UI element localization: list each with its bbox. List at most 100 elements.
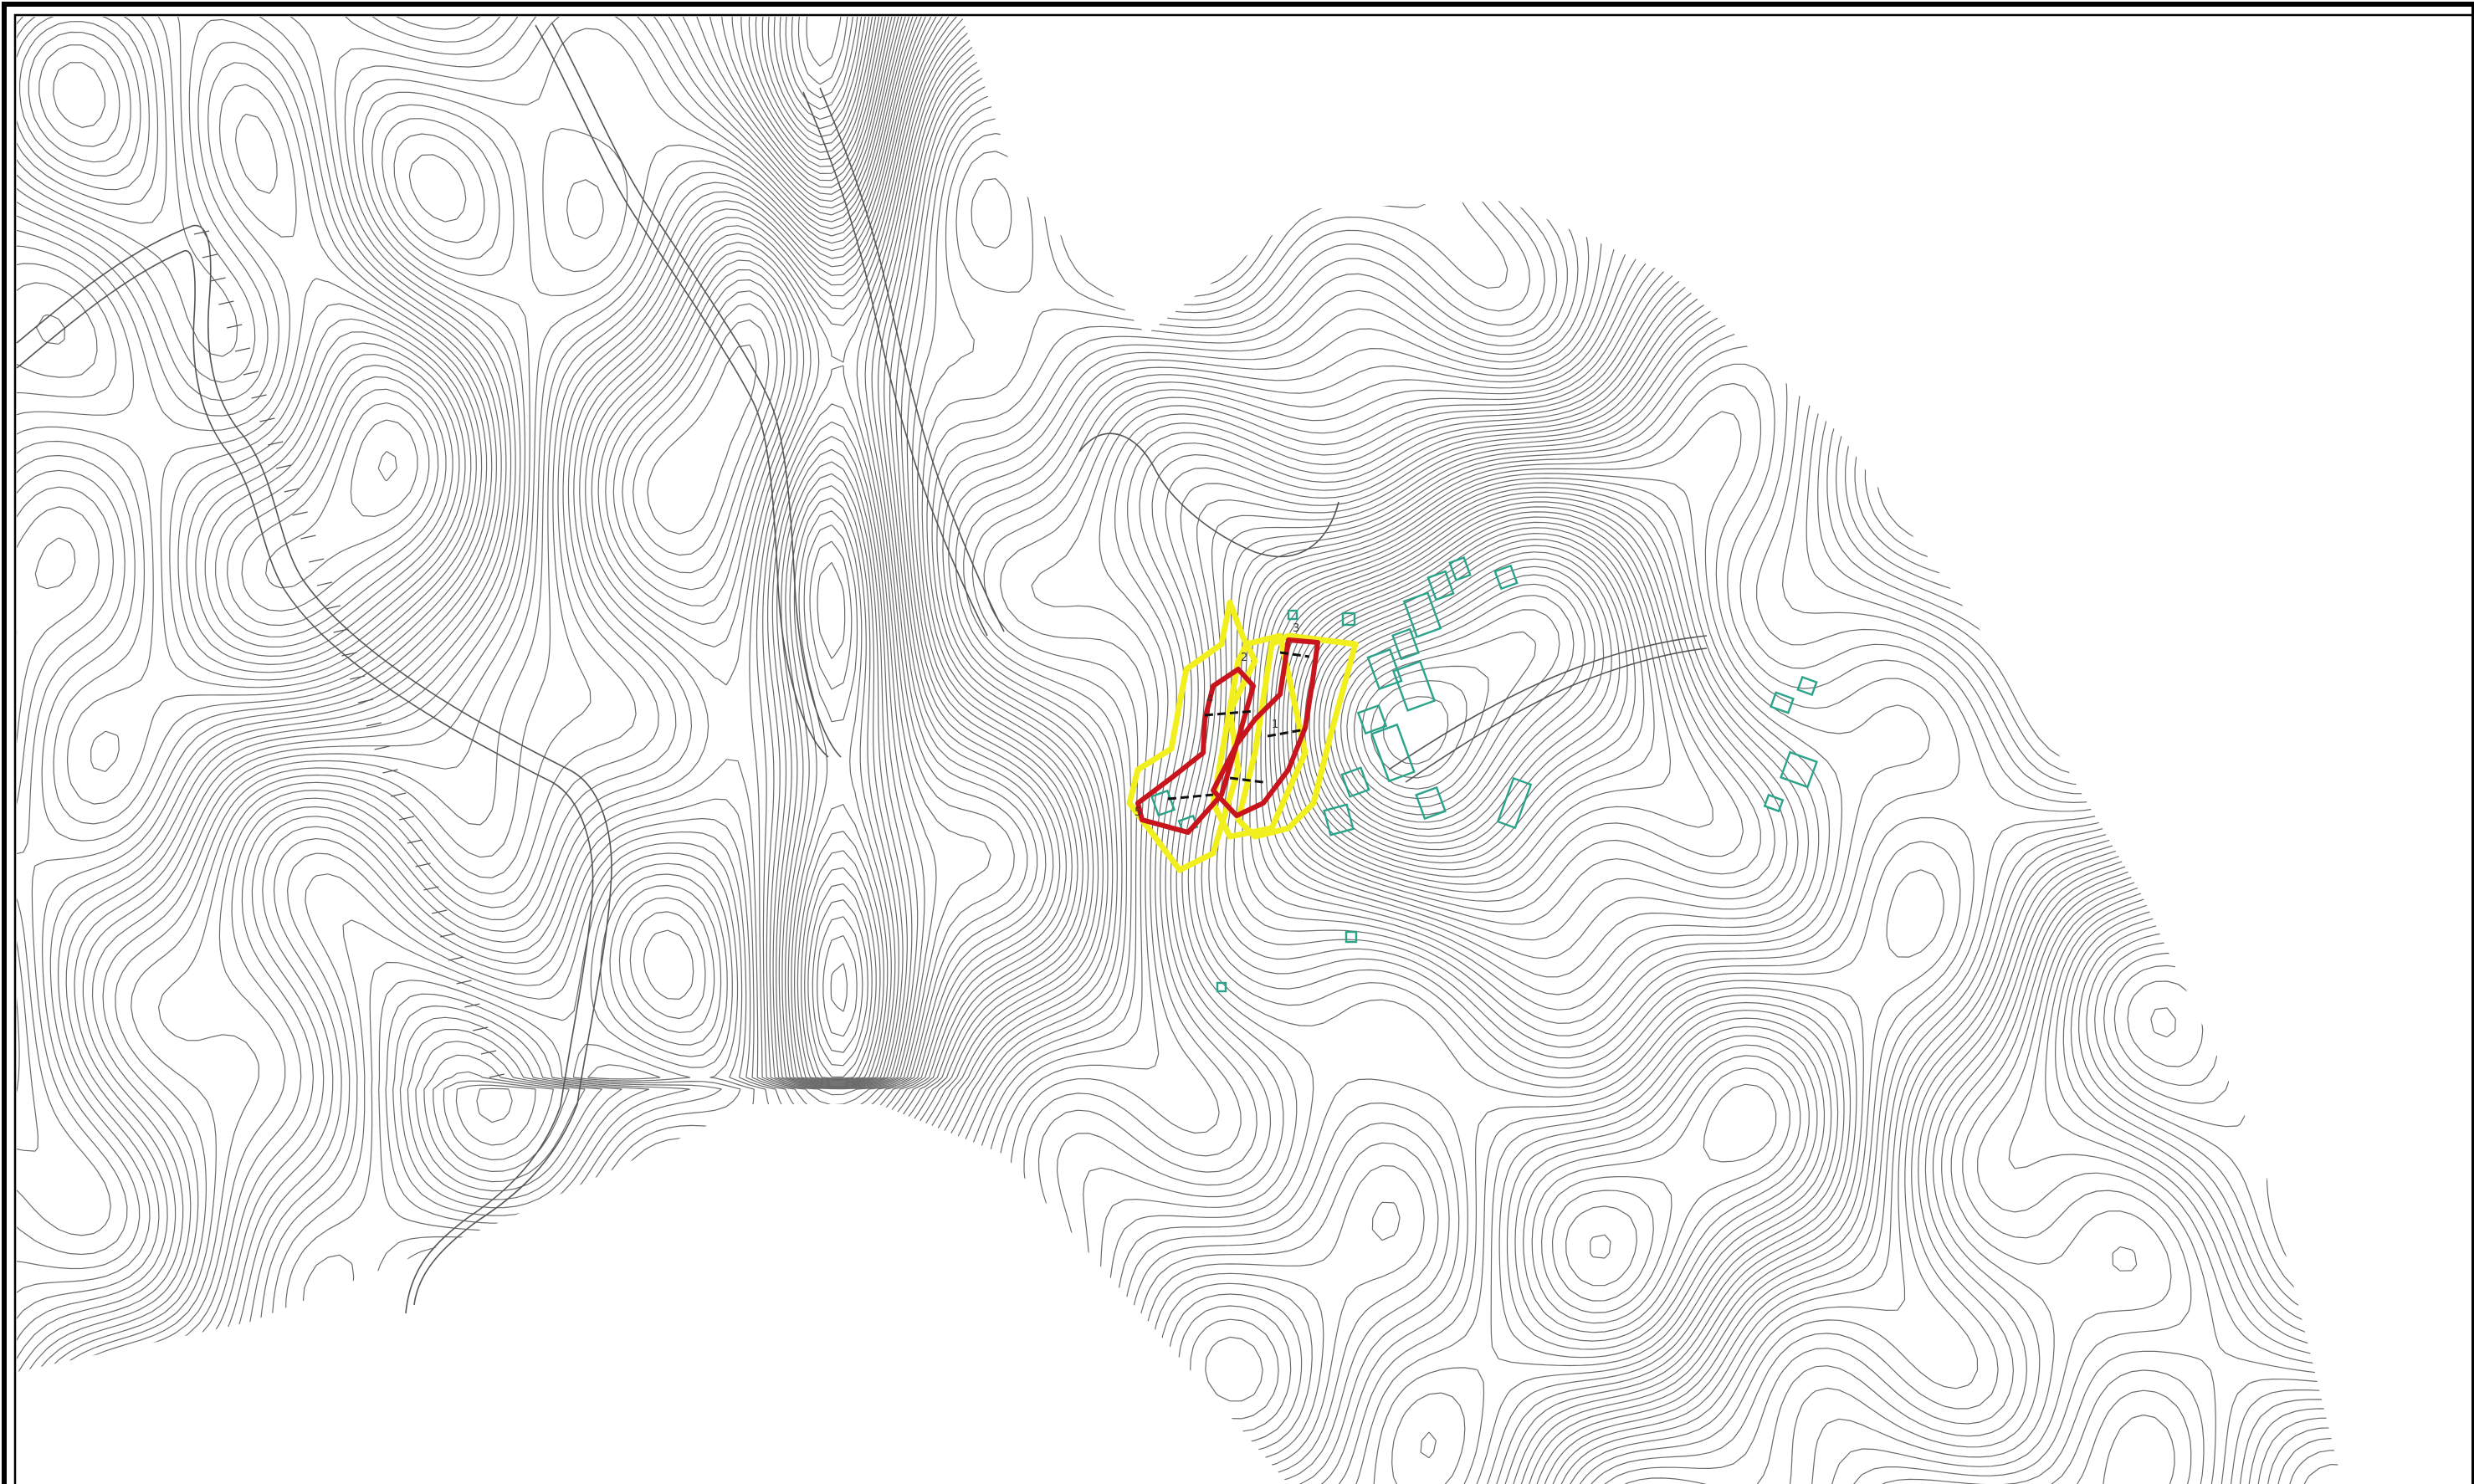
contour-line: [17, 17, 947, 1426]
red-boundary-east: [1211, 637, 1320, 818]
planning-boundaries: [1126, 599, 1359, 873]
contour-line: [1334, 573, 2343, 1290]
contour-line: [36, 17, 883, 665]
contour-line: [937, 17, 2343, 1484]
contour-line: [1370, 680, 1467, 779]
road-wall-tick: [480, 1050, 497, 1055]
contour-line: [17, 17, 897, 1118]
road-wall-tick: [193, 230, 210, 235]
contour-line: [1361, 665, 2343, 1154]
parcel-label-3: 3: [1293, 622, 1299, 635]
yellow-boundary-mid: [1210, 632, 1309, 840]
road-wall-tick: [227, 324, 243, 329]
contour-line: [443, 17, 1590, 1484]
contour-line: [1353, 631, 2343, 1174]
road-valley-edge-b: [819, 87, 1005, 632]
road-wall-tick: [432, 909, 448, 914]
contour-line: [17, 17, 889, 1042]
road-network: [16, 23, 1708, 1314]
road-wall-tick: [275, 464, 292, 469]
building-footprint: [1356, 704, 1388, 735]
contour-line: [17, 17, 955, 1441]
parcel-labels: 1 2 3 4 5: [1135, 622, 1299, 819]
road-wall-tick: [210, 277, 226, 282]
contour-line: [23, 17, 1214, 1484]
road-wall-tick: [382, 769, 398, 774]
contour-line: [195, 17, 879, 657]
building-footprint: [1763, 793, 1785, 813]
road-wall-tick: [350, 675, 366, 680]
contour-line: [241, 17, 864, 612]
building-footprint: [1493, 564, 1519, 591]
road-west-edge-b: [16, 250, 594, 1314]
contour-line: [1295, 422, 2343, 1484]
contour-line: [1323, 537, 2343, 1318]
road-wall-tick: [341, 652, 357, 657]
road-wall-tick: [423, 886, 439, 891]
road-east-access-b: [1405, 647, 1708, 783]
road-wall-tick: [292, 511, 308, 516]
contour-line: [265, 17, 860, 589]
contour-line: [17, 17, 911, 1270]
road-wall-tick: [300, 535, 316, 540]
contour-line: [1278, 66, 2343, 1484]
contour-line: [1190, 17, 2343, 1484]
road-wall-tick: [415, 862, 431, 867]
contour-line: [1286, 228, 2343, 1484]
road-wall-tick: [473, 1026, 489, 1031]
contour-line: [986, 17, 2343, 1484]
road-wall-tick: [234, 347, 251, 352]
contour-line: [1269, 23, 2343, 1484]
building-footprint: [1340, 766, 1370, 798]
building-footprint: [1323, 803, 1355, 837]
contour-line: [1314, 505, 2343, 1339]
building-footprint: [1496, 776, 1533, 830]
building-footprint: [1770, 691, 1795, 714]
section-lines: [1167, 651, 1310, 801]
parcel-label-2: 2: [1241, 652, 1247, 664]
road-wall-tick: [357, 699, 374, 704]
building-footprint: [1448, 556, 1472, 581]
road-wall-tick: [333, 628, 349, 633]
road-wall-tick: [309, 558, 325, 563]
contour-line: [17, 17, 920, 1348]
contour-line: [455, 17, 1602, 1484]
building-footprint: [1780, 750, 1818, 789]
building-footprint: [1150, 789, 1176, 817]
building-footprint: [1370, 723, 1416, 783]
contour-line: [17, 17, 971, 1467]
contour-line: [1346, 609, 2343, 1189]
contour-line: [17, 17, 935, 1402]
road-wall-tick: [398, 816, 415, 821]
drawing-frame-inner: [13, 13, 2474, 1484]
contour-line: [204, 17, 876, 647]
contour-line: [17, 17, 962, 1455]
contour-line: [17, 17, 941, 1415]
road-wall-tick: [464, 1003, 480, 1008]
contour-line: [1028, 17, 2343, 1484]
road-wall-tick: [407, 839, 423, 844]
road-wall-tick: [243, 371, 259, 376]
road-wall-tick: [268, 441, 284, 446]
red-boundary-west: [1135, 667, 1256, 835]
building-footprint: [1796, 675, 1818, 697]
contour-line: [1329, 554, 2343, 1305]
road-west-edge-a: [16, 224, 612, 1306]
contour-line: [17, 17, 925, 1370]
building-footprint: [1366, 647, 1403, 691]
building-footprint: [1391, 660, 1437, 712]
contour-line: [1382, 696, 1449, 765]
contour-line: [1309, 489, 2343, 1484]
building-footprint: [1345, 930, 1358, 944]
road-loop: [1078, 432, 1339, 557]
contour-line: [227, 17, 868, 627]
road-wall-tick: [251, 394, 267, 399]
section-line-2: [1167, 793, 1214, 801]
building-footprint: [1216, 981, 1227, 993]
contour-line: [67, 17, 1420, 1484]
road-wall-tick: [284, 488, 300, 493]
section-line-5: [1279, 651, 1310, 658]
parcel-label-5: 5: [1135, 806, 1141, 819]
